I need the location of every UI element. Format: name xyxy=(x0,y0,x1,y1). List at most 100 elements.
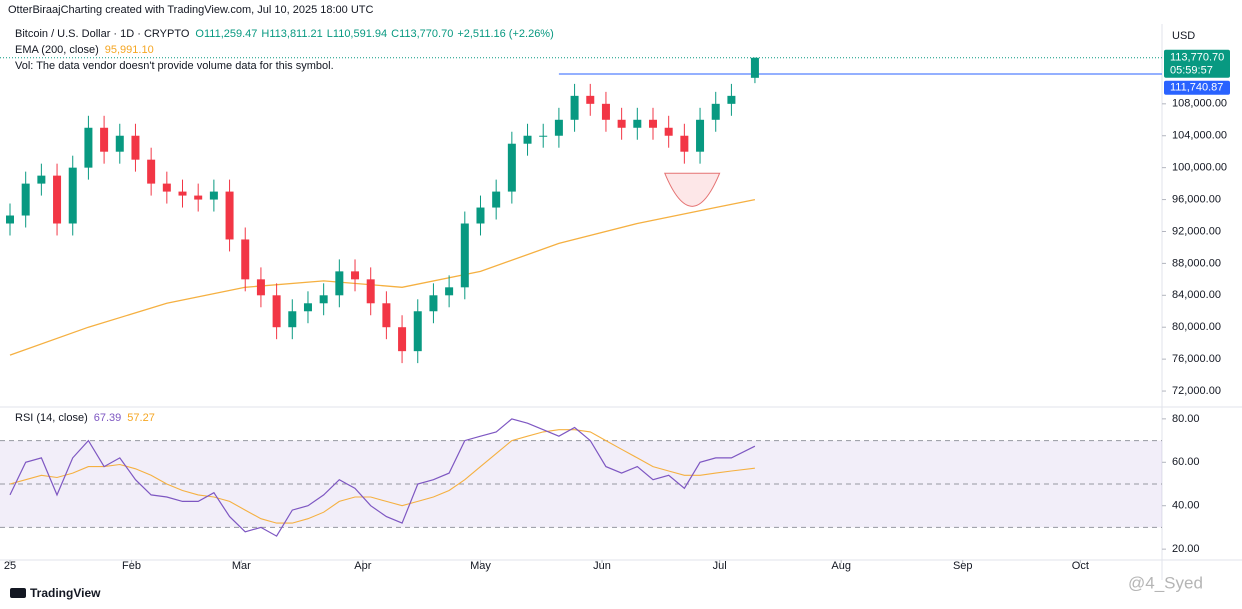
ohlc: C113,770.70 xyxy=(391,28,453,40)
candle-body xyxy=(21,183,30,216)
symbol: Bitcoin / U.S. Dollar · 1D · CRYPTO xyxy=(15,28,190,40)
candle-body xyxy=(445,287,454,296)
candle-body xyxy=(492,191,501,208)
candle-body xyxy=(100,127,109,152)
x-tick-label: 25 xyxy=(4,560,16,572)
candle-body xyxy=(586,95,595,104)
candle-body xyxy=(256,279,265,296)
candle-body xyxy=(570,95,579,120)
candle-body xyxy=(460,223,469,288)
x-tick-label: May xyxy=(470,560,491,572)
rsi-y-tick-label: 20.00 xyxy=(1172,543,1200,555)
y-tick-label: 108,000.00 xyxy=(1172,98,1227,110)
candle-body xyxy=(84,127,93,168)
candle-body xyxy=(750,57,759,78)
logo xyxy=(10,588,26,598)
y-tick-label: 72,000.00 xyxy=(1172,385,1221,397)
last-price-box xyxy=(1164,49,1230,78)
candle-body xyxy=(507,143,516,192)
ohlc: O111,259.47 xyxy=(195,28,257,40)
candle-body xyxy=(335,271,344,296)
candle-body xyxy=(178,191,187,196)
candle-body xyxy=(366,279,375,304)
candle-body xyxy=(68,167,77,224)
rsi-y-tick-label: 80.00 xyxy=(1172,413,1200,425)
rsi-y-tick-label: 60.00 xyxy=(1172,456,1200,468)
rsi-value: 67.39 xyxy=(94,412,122,424)
brand: TradingView xyxy=(30,586,101,600)
candle-body xyxy=(398,327,407,352)
candle-body xyxy=(476,207,485,224)
candle-body xyxy=(162,183,171,192)
y-tick-label: 104,000.00 xyxy=(1172,130,1227,142)
x-tick-label: Jul xyxy=(713,560,727,572)
rsi-line xyxy=(9,418,756,537)
y-tick-label: 76,000.00 xyxy=(1172,353,1221,365)
candle-body xyxy=(115,135,124,152)
x-tick-label: Jun xyxy=(593,560,611,572)
candle-body xyxy=(429,295,438,312)
candle-body xyxy=(147,159,156,184)
y-tick-label: 92,000.00 xyxy=(1172,225,1221,237)
candle-body xyxy=(241,239,250,280)
ema-name: EMA (200, close) xyxy=(15,44,99,56)
attribution: OtterBiraajCharting created with Trading… xyxy=(8,4,373,16)
candle-body xyxy=(696,119,705,152)
rsi-pane xyxy=(0,418,1162,537)
candle-body xyxy=(539,135,548,137)
candle-body xyxy=(554,119,563,136)
candle-body xyxy=(53,175,62,224)
x-tick-label: Sep xyxy=(953,560,973,572)
x-tick-label: Feb xyxy=(122,560,141,572)
candle-body xyxy=(648,119,657,128)
level-box xyxy=(1164,80,1230,95)
candle-body xyxy=(6,215,14,224)
x-tick-label: Aug xyxy=(831,560,851,572)
candle-body xyxy=(382,303,391,328)
cup-annotation xyxy=(664,172,721,207)
candle-body xyxy=(319,295,328,304)
candle-body xyxy=(633,119,642,128)
rsi-y-tick-label: 40.00 xyxy=(1172,500,1200,512)
rsi-name: RSI (14, close) xyxy=(15,412,88,424)
candle-body xyxy=(131,135,140,160)
candle-body xyxy=(601,103,610,120)
legend-rsi: RSI (14, close) 67.39 57.27 xyxy=(15,412,155,424)
candle-body xyxy=(727,95,736,104)
candle-body xyxy=(194,195,203,200)
y-tick-label: 88,000.00 xyxy=(1172,257,1221,269)
y-tick-label: 100,000.00 xyxy=(1172,162,1227,174)
legend-symbol: Bitcoin / U.S. Dollar · 1D · CRYPTO O111,… xyxy=(15,28,554,40)
rsi-ma-value: 57.27 xyxy=(127,412,155,424)
y-tick-label: 84,000.00 xyxy=(1172,289,1221,301)
x-tick-label: Oct xyxy=(1072,560,1089,572)
x-tick-label: Apr xyxy=(354,560,371,572)
last-price-label: 113,770.70 xyxy=(1170,52,1224,64)
candle-body xyxy=(413,311,422,352)
candle-body xyxy=(523,135,532,144)
candle-body xyxy=(288,311,297,328)
candle-body xyxy=(37,175,46,184)
ohlc: L110,591.94 xyxy=(327,28,387,40)
ema-value: 95,991.10 xyxy=(105,44,154,56)
level-label: 111,740.87 xyxy=(1170,82,1223,94)
ema-line xyxy=(9,198,756,356)
candle-body xyxy=(225,191,234,240)
rsi-ma-line xyxy=(9,429,755,524)
y-tick-label: 80,000.00 xyxy=(1172,321,1221,333)
candle-body xyxy=(680,135,689,152)
x-tick-label: Mar xyxy=(232,560,251,572)
legend-ema: EMA (200, close) 95,991.10 xyxy=(15,44,154,56)
watermark: @4_Syed xyxy=(1128,573,1203,592)
price-pane xyxy=(0,57,1162,364)
candle-body xyxy=(272,295,281,328)
candle-body xyxy=(711,103,720,120)
currency: USD xyxy=(1172,30,1195,42)
change: +2,511.16 (+2.26%) xyxy=(457,28,553,40)
candle-body xyxy=(303,303,312,312)
candle-body xyxy=(209,191,218,200)
candle-body xyxy=(351,271,360,280)
volume-note: Vol: The data vendor doesn't provide vol… xyxy=(15,60,334,72)
